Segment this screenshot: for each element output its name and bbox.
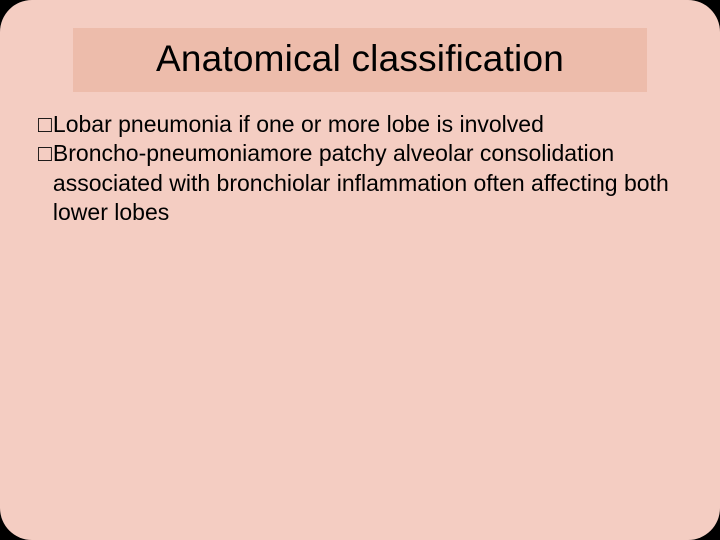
bullet-text: Lobar pneumonia if one or more lobe is i… xyxy=(53,110,544,139)
slide-title: Anatomical classification xyxy=(73,38,647,80)
bullet-glyph: □ xyxy=(38,110,52,139)
bullet-item: □ Lobar pneumonia if one or more lobe is… xyxy=(38,110,684,139)
title-box: Anatomical classification xyxy=(73,28,647,92)
bullet-text: Broncho-pneumoniamore patchy alveolar co… xyxy=(53,139,684,227)
slide: Anatomical classification □ Lobar pneumo… xyxy=(0,0,720,540)
bullet-list: □ Lobar pneumonia if one or more lobe is… xyxy=(36,110,684,228)
bullet-item: □ Broncho-pneumoniamore patchy alveolar … xyxy=(38,139,684,227)
bullet-glyph: □ xyxy=(38,139,52,168)
